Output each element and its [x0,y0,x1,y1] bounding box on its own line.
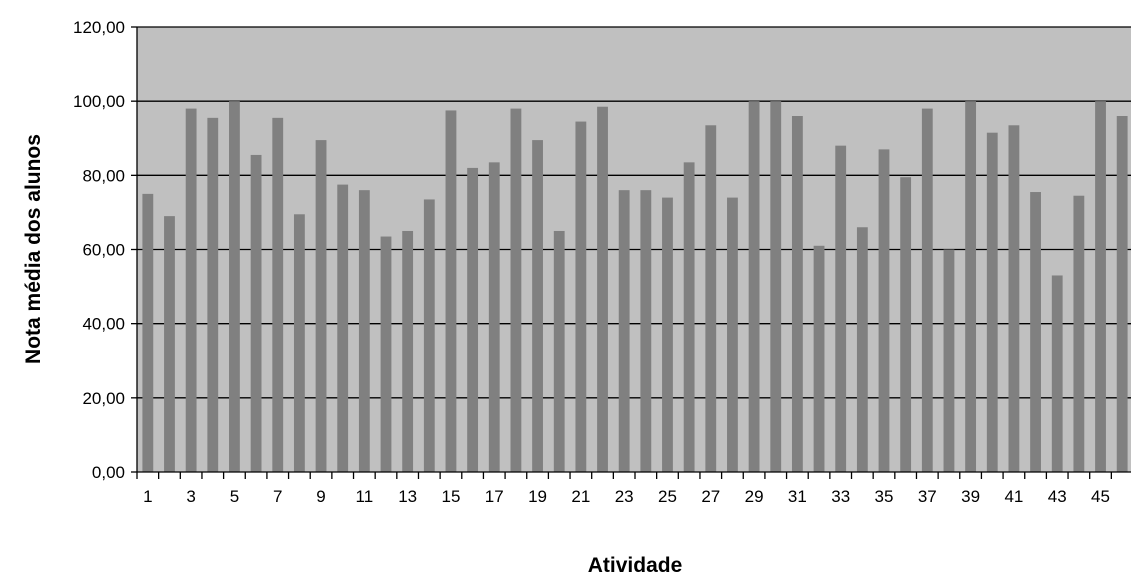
x-tick-label: 43 [1048,487,1067,506]
x-tick-label: 37 [918,487,937,506]
x-tick-label: 21 [571,487,590,506]
y-tick-label: 40,00 [82,315,125,334]
bar-36 [900,177,912,472]
bar-25 [662,197,673,473]
x-tick-label: 11 [356,487,374,506]
x-tick-label: 35 [875,487,894,506]
bar-28 [727,197,738,473]
bar-27 [705,125,717,472]
x-tick-label: 7 [273,487,282,506]
bar-11 [358,190,370,472]
bar-6 [250,154,262,472]
bar-1 [142,193,154,472]
bar-16 [467,167,479,472]
x-tick-label: 39 [961,487,980,506]
bar-32 [813,245,825,472]
bar-7 [272,117,284,473]
x-tick-label: 13 [398,487,417,506]
bar-45 [1095,101,1106,473]
bar-13 [402,230,414,472]
bar-29 [748,101,760,473]
bar-38 [943,249,955,472]
x-tick-label: 27 [701,487,720,506]
bar-34 [856,227,868,472]
x-tick-label: 33 [831,487,850,506]
y-tick-label: 120,00 [73,18,125,37]
bar-24 [640,190,652,472]
bar-3 [185,108,197,472]
x-tick-label: 1 [143,487,152,506]
bar-33 [835,145,847,472]
bar-10 [337,184,349,472]
bar-17 [488,162,500,472]
y-tick-label: 0,00 [92,463,125,482]
bar-31 [791,116,803,472]
y-axis-title: Nota média dos alunos [22,134,45,364]
y-tick-label: 20,00 [82,389,125,408]
x-tick-label: 19 [528,487,547,506]
bar-8 [293,214,305,473]
bars [142,101,1128,473]
x-tick-label: 5 [230,487,239,506]
bar-42 [1030,192,1041,473]
axes [131,26,1131,479]
x-tick-label: 9 [316,487,325,506]
bar-5 [229,101,240,473]
bar-18 [510,108,522,472]
x-tick-label: 3 [186,487,195,506]
bar-26 [683,162,695,472]
bar-19 [532,140,543,472]
x-tick-label: 41 [1004,487,1023,506]
bar-20 [553,230,565,472]
y-tick-label: 100,00 [73,92,125,111]
x-tick-label: 17 [485,487,504,506]
bar-22 [597,106,608,473]
bar-43 [1051,275,1063,472]
x-tick-label: 15 [441,487,460,506]
bar-39 [965,101,977,473]
x-tick-label: 45 [1091,487,1110,506]
y-tick-label: 80,00 [82,166,125,185]
x-axis-title: Atividade [588,554,683,577]
bar-23 [618,190,630,472]
bar-30 [770,101,782,473]
x-tick-label: 23 [615,487,634,506]
x-tick-label: 25 [658,487,677,506]
bar-4 [207,117,219,473]
x-axis-tick-labels: 1 3 5 7 9 11 13 15 17 19 21 23 25 27 29 31 33 35 37 39 41 43 4… [143,487,1110,506]
bar-41 [1008,125,1020,472]
bar-35 [878,149,890,472]
bar-44 [1073,195,1085,472]
bar-46 [1116,116,1128,472]
bar-14 [423,199,435,472]
bar-2 [164,216,175,472]
y-axis-tick-labels: 0,00 20,00 40,00 60,00 80,00 100,00 120,00 [73,18,125,482]
bar-37 [921,108,933,472]
bar-9 [315,140,327,472]
bar-40 [986,132,998,472]
bar-12 [380,236,392,472]
bar-21 [575,121,587,472]
x-tick-label: 29 [745,487,764,506]
y-tick-label: 60,00 [82,241,125,260]
bar-15 [445,110,457,472]
x-tick-label: 31 [788,487,807,506]
